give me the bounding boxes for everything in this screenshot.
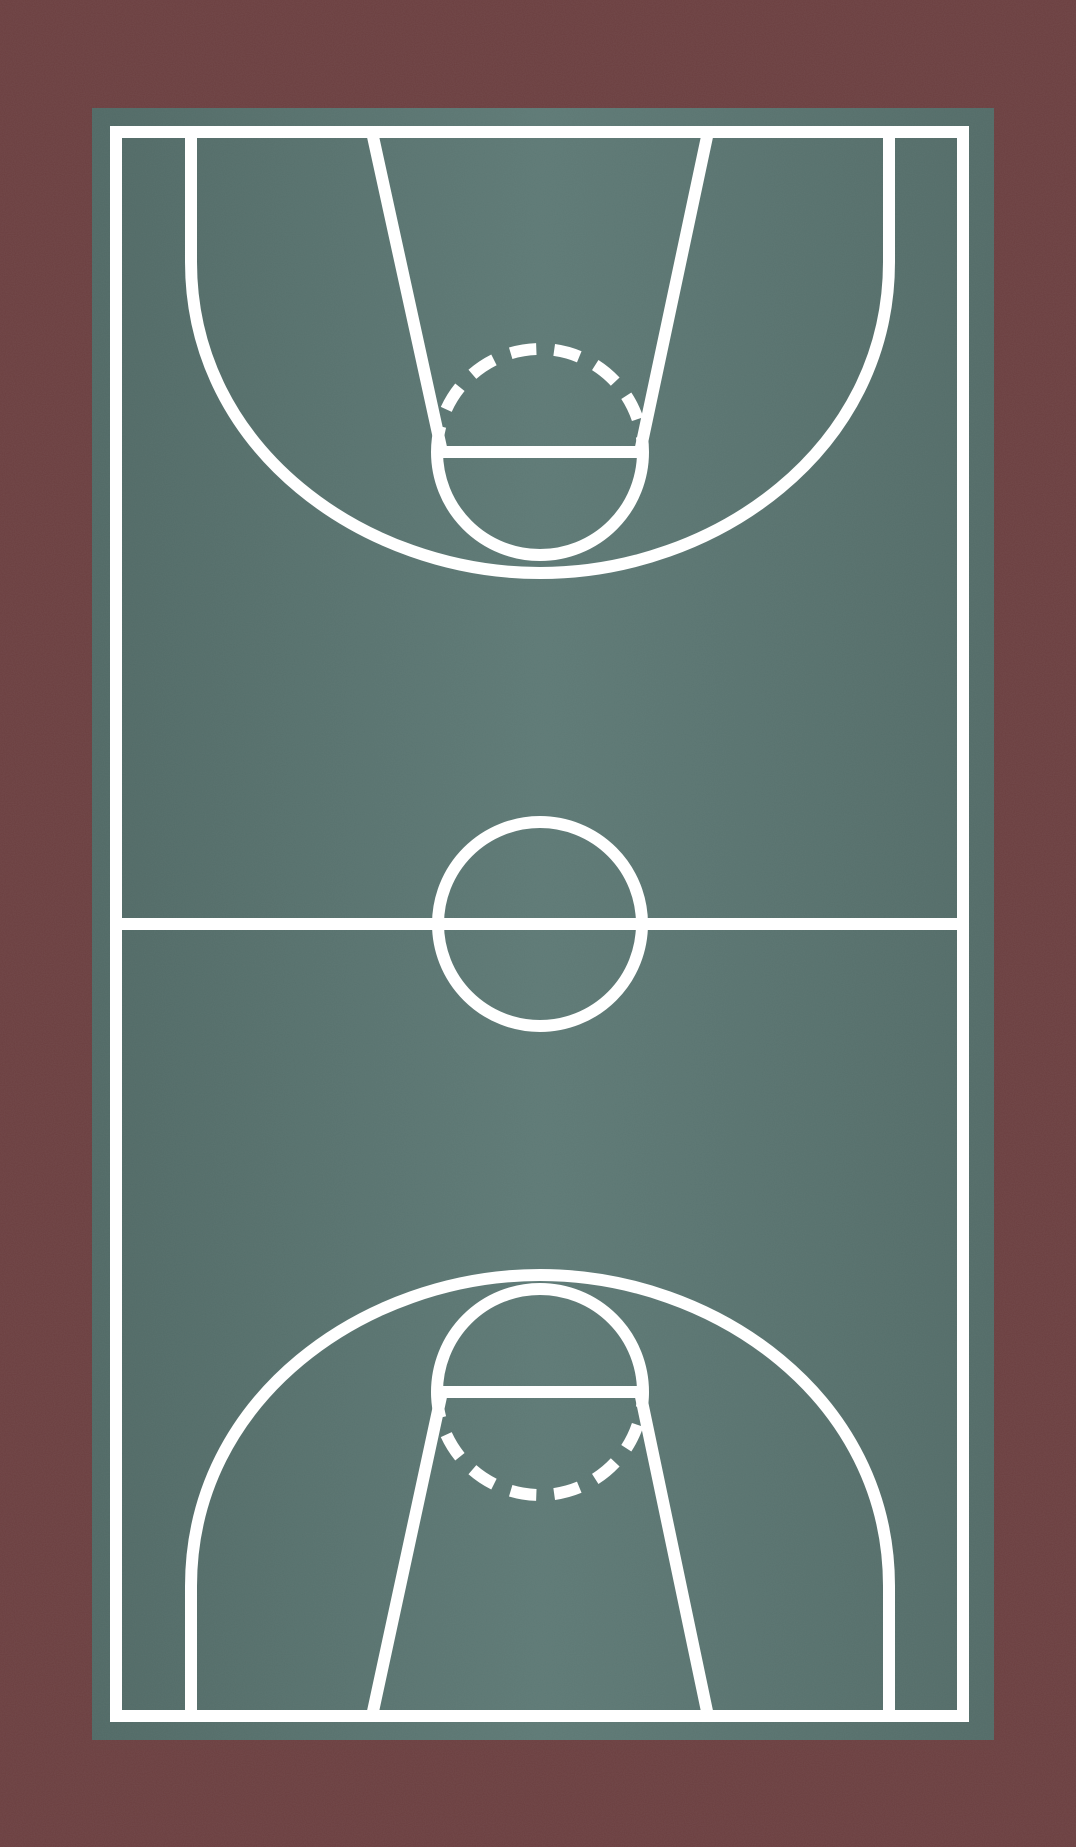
free-throw-circle-top-solid <box>431 451 649 561</box>
center-circle <box>432 816 648 1032</box>
free-throw-circle-bottom-solid <box>431 1283 649 1393</box>
free-throw-lane-top <box>366 130 714 454</box>
three-point-arc-top <box>185 132 895 580</box>
free-throw-circle-top-dashed <box>431 343 649 453</box>
three-point-arc-bottom <box>185 1268 895 1716</box>
free-throw-circle-bottom-dashed <box>431 1391 649 1501</box>
free-throw-lane-bottom <box>366 1390 714 1718</box>
